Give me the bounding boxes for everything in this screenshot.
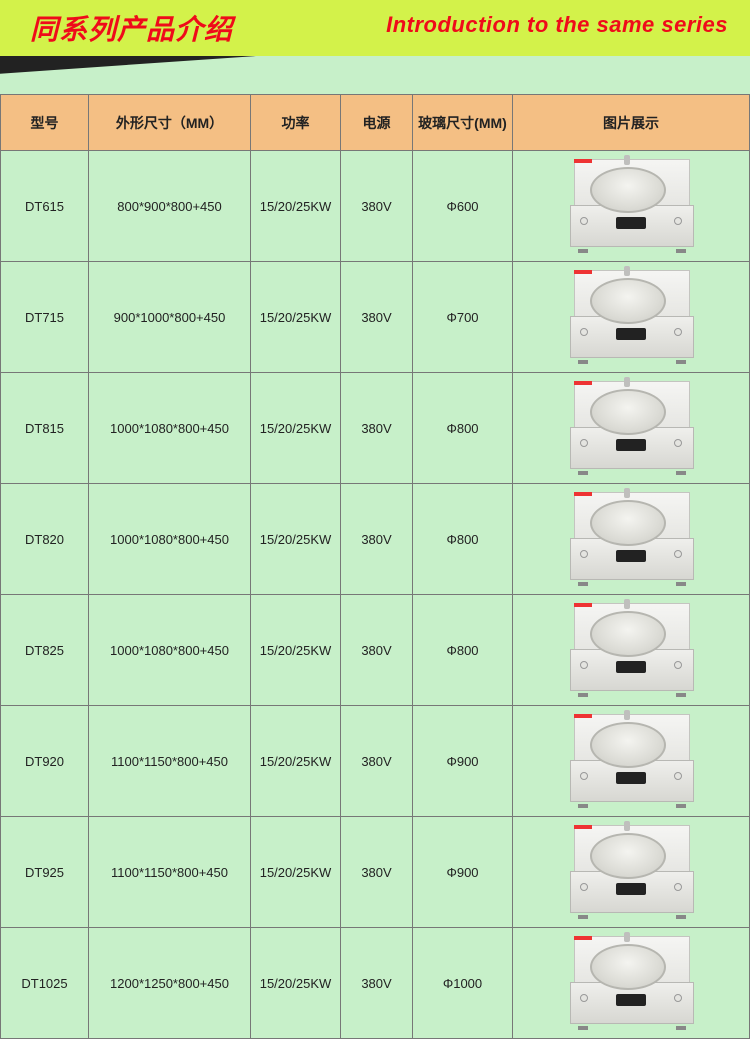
banner-title-zh: 同系列产品介绍 [30, 8, 233, 48]
cell-glass: Φ900 [413, 706, 513, 817]
product-image-icon [566, 936, 696, 1028]
cell-power: 15/20/25KW [251, 484, 341, 595]
section-banner: 同系列产品介绍 Introduction to the same series [0, 0, 750, 56]
cell-voltage: 380V [341, 817, 413, 928]
table-header: 型号 外形尺寸（MM） 功率 电源 玻璃尺寸(MM) 图片展示 [1, 95, 750, 151]
cell-power: 15/20/25KW [251, 595, 341, 706]
cell-image [513, 484, 750, 595]
cell-dimension: 1100*1150*800+450 [89, 706, 251, 817]
cell-image [513, 928, 750, 1039]
cell-model: DT925 [1, 817, 89, 928]
col-header-dimension: 外形尺寸（MM） [89, 95, 251, 151]
table-row: DT8201000*1080*800+45015/20/25KW380VΦ800 [1, 484, 750, 595]
cell-dimension: 1000*1080*800+450 [89, 595, 251, 706]
cell-power: 15/20/25KW [251, 373, 341, 484]
cell-glass: Φ900 [413, 817, 513, 928]
cell-model: DT825 [1, 595, 89, 706]
cell-dimension: 1000*1080*800+450 [89, 484, 251, 595]
product-spec-table: 型号 外形尺寸（MM） 功率 电源 玻璃尺寸(MM) 图片展示 DT615800… [0, 94, 750, 1039]
table-row: DT10251200*1250*800+45015/20/25KW380VΦ10… [1, 928, 750, 1039]
cell-image [513, 706, 750, 817]
cell-image [513, 595, 750, 706]
cell-glass: Φ600 [413, 151, 513, 262]
cell-dimension: 800*900*800+450 [89, 151, 251, 262]
product-image-icon [566, 492, 696, 584]
cell-power: 15/20/25KW [251, 706, 341, 817]
table-row: DT8151000*1080*800+45015/20/25KW380VΦ800 [1, 373, 750, 484]
cell-model: DT820 [1, 484, 89, 595]
col-header-glass: 玻璃尺寸(MM) [413, 95, 513, 151]
cell-image [513, 373, 750, 484]
cell-dimension: 1000*1080*800+450 [89, 373, 251, 484]
cell-image [513, 262, 750, 373]
cell-glass: Φ700 [413, 262, 513, 373]
table-row: DT9251100*1150*800+45015/20/25KW380VΦ900 [1, 817, 750, 928]
cell-voltage: 380V [341, 262, 413, 373]
cell-power: 15/20/25KW [251, 928, 341, 1039]
cell-image [513, 151, 750, 262]
col-header-voltage: 电源 [341, 95, 413, 151]
product-image-icon [566, 603, 696, 695]
col-header-image: 图片展示 [513, 95, 750, 151]
cell-power: 15/20/25KW [251, 817, 341, 928]
product-image-icon [566, 159, 696, 251]
cell-glass: Φ800 [413, 373, 513, 484]
table-body: DT615800*900*800+45015/20/25KW380VΦ600DT… [1, 151, 750, 1039]
cell-model: DT615 [1, 151, 89, 262]
cell-model: DT1025 [1, 928, 89, 1039]
cell-voltage: 380V [341, 484, 413, 595]
cell-voltage: 380V [341, 706, 413, 817]
cell-glass: Φ800 [413, 484, 513, 595]
table-row: DT8251000*1080*800+45015/20/25KW380VΦ800 [1, 595, 750, 706]
cell-glass: Φ800 [413, 595, 513, 706]
cell-glass: Φ1000 [413, 928, 513, 1039]
cell-dimension: 900*1000*800+450 [89, 262, 251, 373]
product-image-icon [566, 825, 696, 917]
table-row: DT9201100*1150*800+45015/20/25KW380VΦ900 [1, 706, 750, 817]
cell-model: DT815 [1, 373, 89, 484]
cell-dimension: 1200*1250*800+450 [89, 928, 251, 1039]
cell-voltage: 380V [341, 151, 413, 262]
cell-power: 15/20/25KW [251, 151, 341, 262]
cell-voltage: 380V [341, 373, 413, 484]
cell-power: 15/20/25KW [251, 262, 341, 373]
cell-voltage: 380V [341, 595, 413, 706]
product-image-icon [566, 714, 696, 806]
banner-title-en: Introduction to the same series [386, 12, 728, 38]
product-image-icon [566, 381, 696, 473]
banner-arrow-icon [0, 56, 256, 74]
table-row: DT715900*1000*800+45015/20/25KW380VΦ700 [1, 262, 750, 373]
table-row: DT615800*900*800+45015/20/25KW380VΦ600 [1, 151, 750, 262]
product-image-icon [566, 270, 696, 362]
col-header-model: 型号 [1, 95, 89, 151]
cell-image [513, 817, 750, 928]
cell-model: DT920 [1, 706, 89, 817]
cell-voltage: 380V [341, 928, 413, 1039]
col-header-power: 功率 [251, 95, 341, 151]
cell-dimension: 1100*1150*800+450 [89, 817, 251, 928]
cell-model: DT715 [1, 262, 89, 373]
